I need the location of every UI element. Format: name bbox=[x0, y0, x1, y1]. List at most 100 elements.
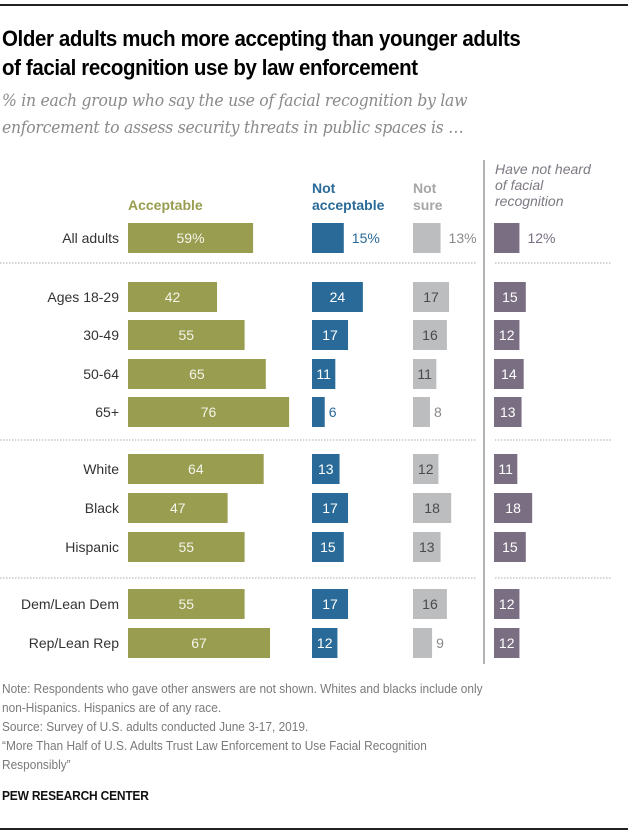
bar-not-heard bbox=[494, 493, 533, 523]
header-not-heard: Have not heard of facial recognition bbox=[495, 161, 591, 209]
bar-not-sure bbox=[413, 397, 430, 427]
category-label: Hispanic bbox=[65, 539, 119, 555]
data-label-not-heard: 18 bbox=[505, 500, 521, 516]
bar-not-acceptable bbox=[312, 223, 344, 253]
brand-label: PEW RESEARCH CENTER bbox=[2, 788, 149, 803]
header-not-heard-line-1: Have not heard bbox=[495, 161, 591, 177]
bar-not-heard bbox=[494, 532, 526, 562]
data-label-not-acceptable: 17 bbox=[322, 500, 338, 516]
bar-not-heard bbox=[494, 628, 520, 658]
bar-not-acceptable bbox=[312, 493, 349, 523]
data-label-acceptable: 76 bbox=[201, 404, 217, 420]
bar-not-sure bbox=[413, 454, 439, 484]
source-line: Source: Survey of U.S. adults conducted … bbox=[2, 720, 309, 734]
header-not-acceptable: Not acceptable bbox=[312, 180, 384, 214]
data-label-acceptable: 65 bbox=[189, 366, 205, 382]
header-not-sure: Not sure bbox=[413, 180, 443, 214]
header-not-heard-line-3: recognition bbox=[495, 193, 564, 209]
data-label-not-acceptable: 24 bbox=[330, 289, 346, 305]
bar-not-sure bbox=[413, 628, 433, 658]
data-label-acceptable: 55 bbox=[179, 596, 195, 612]
header-not-sure-line-2: sure bbox=[413, 197, 443, 213]
bar-not-acceptable bbox=[312, 397, 325, 427]
bar-acceptable bbox=[128, 493, 228, 523]
bar-not-heard bbox=[494, 223, 520, 253]
bar-not-heard bbox=[494, 320, 520, 350]
data-label-not-acceptable: 12 bbox=[317, 635, 333, 651]
bar-not-heard bbox=[494, 397, 522, 427]
data-label-acceptable: 67 bbox=[191, 635, 207, 651]
subtitle-line-1: % in each group who say the use of facia… bbox=[2, 91, 468, 111]
data-label-not-acceptable: 17 bbox=[322, 327, 338, 343]
report-line-2: Responsibly” bbox=[2, 758, 71, 772]
data-label-not-heard: 14 bbox=[501, 366, 517, 382]
data-label-not-acceptable: 15 bbox=[320, 539, 336, 555]
bar-not-acceptable bbox=[312, 320, 349, 350]
bar-not-acceptable bbox=[312, 282, 363, 312]
category-label: 30-49 bbox=[83, 327, 119, 343]
data-label-acceptable: 55 bbox=[179, 539, 195, 555]
note-line-2: non-Hispanics. Hispanics are of any race… bbox=[2, 701, 222, 715]
data-label-not-sure: 8 bbox=[434, 404, 442, 420]
data-label-not-acceptable: 13 bbox=[318, 461, 334, 477]
bar-acceptable bbox=[128, 589, 245, 619]
top-rule bbox=[0, 4, 628, 6]
bar-acceptable bbox=[128, 282, 218, 312]
data-label-not-heard: 15 bbox=[502, 289, 518, 305]
title-line-1: Older adults much more accepting than yo… bbox=[2, 26, 521, 51]
data-label-acceptable: 42 bbox=[165, 289, 181, 305]
category-label: White bbox=[83, 461, 119, 477]
note-line-1: Note: Respondents who gave other answers… bbox=[2, 682, 483, 696]
data-label-not-sure: 11 bbox=[417, 366, 432, 382]
bar-not-acceptable bbox=[312, 359, 336, 389]
bar-not-sure bbox=[413, 223, 441, 253]
data-label-not-sure: 13% bbox=[449, 230, 477, 246]
category-label: 65+ bbox=[95, 404, 119, 420]
bar-acceptable bbox=[128, 320, 245, 350]
data-label-not-sure: 17 bbox=[423, 289, 439, 305]
header-not-sure-line-1: Not bbox=[413, 180, 437, 196]
data-label-acceptable: 47 bbox=[170, 500, 186, 516]
data-label-not-heard: 12 bbox=[499, 327, 515, 343]
data-label-not-sure: 9 bbox=[436, 635, 444, 651]
bar-not-sure bbox=[413, 532, 441, 562]
bar-acceptable bbox=[128, 359, 266, 389]
bar-not-sure bbox=[413, 493, 452, 523]
title-line-2: of facial recognition use by law enforce… bbox=[2, 55, 418, 80]
chart-title: Older adults much more accepting than yo… bbox=[2, 24, 588, 82]
category-label: Black bbox=[85, 500, 120, 516]
subtitle-line-2: enforcement to assess security threats i… bbox=[2, 118, 464, 138]
bar-not-heard bbox=[494, 454, 518, 484]
bar-not-heard bbox=[494, 359, 524, 389]
data-label-not-heard: 12 bbox=[499, 596, 515, 612]
data-label-not-heard: 12 bbox=[499, 635, 515, 651]
report-line-1: “More Than Half of U.S. Adults Trust Law… bbox=[2, 739, 427, 753]
notes-block: Note: Respondents who gave other answers… bbox=[2, 680, 601, 775]
bar-not-acceptable bbox=[312, 532, 344, 562]
bar-not-acceptable bbox=[312, 589, 349, 619]
bar-acceptable bbox=[128, 628, 271, 658]
data-label-acceptable: 64 bbox=[188, 461, 204, 477]
header-not-heard-line-2: of facial bbox=[495, 177, 544, 193]
category-label: Dem/Lean Dem bbox=[21, 596, 119, 612]
bar-not-acceptable bbox=[312, 454, 340, 484]
data-label-acceptable: 59% bbox=[177, 230, 205, 246]
header-acceptable: Acceptable bbox=[128, 197, 203, 213]
header-not-acceptable-line-2: acceptable bbox=[312, 197, 385, 213]
bar-acceptable bbox=[128, 532, 245, 562]
bar-not-heard bbox=[494, 589, 520, 619]
data-label-not-acceptable: 17 bbox=[322, 596, 338, 612]
data-label-not-sure: 16 bbox=[422, 596, 438, 612]
data-label-not-acceptable: 6 bbox=[329, 404, 337, 420]
data-label-not-sure: 18 bbox=[424, 500, 440, 516]
category-label: Rep/Lean Rep bbox=[29, 635, 120, 651]
header-not-acceptable-line-1: Not bbox=[312, 180, 336, 196]
chart-subtitle: % in each group who say the use of facia… bbox=[2, 88, 554, 142]
bar-not-sure bbox=[413, 359, 437, 389]
data-label-not-heard: 15 bbox=[502, 539, 518, 555]
bar-chart: All adults 59% 15% 13% 12% Ages 18-29 42 24 17 15… bbox=[0, 160, 612, 664]
bar-not-heard bbox=[494, 282, 526, 312]
data-label-not-sure: 13 bbox=[419, 539, 435, 555]
data-label-not-heard: 11 bbox=[498, 461, 513, 477]
bar-not-sure bbox=[413, 589, 447, 619]
